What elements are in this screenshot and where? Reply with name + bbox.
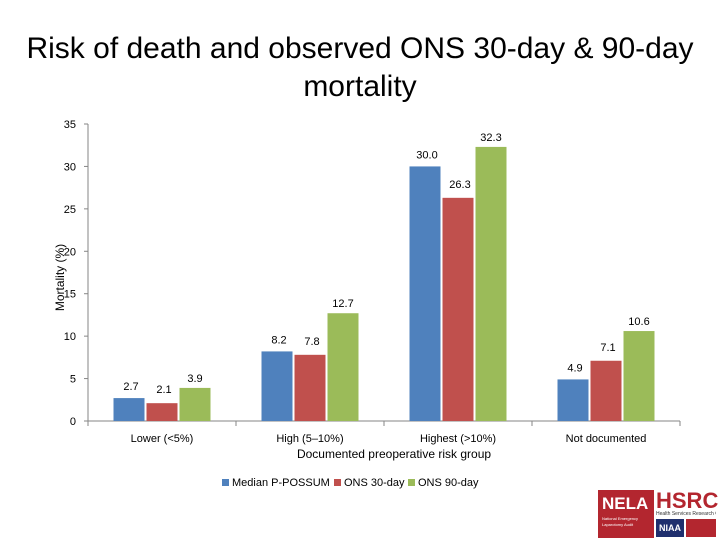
y-tick-label: 25 bbox=[64, 204, 76, 216]
data-label: 7.1 bbox=[600, 342, 615, 354]
hsrc-logo-subtext: Health Services Research Centre bbox=[656, 511, 716, 517]
y-tick-label: 5 bbox=[70, 374, 76, 386]
hsrc-logo-text: HSRC bbox=[656, 488, 719, 513]
legend-label-1: ONS 30-day bbox=[344, 477, 405, 489]
y-tick-label: 15 bbox=[64, 289, 76, 301]
logos: NELA National Emergency Laparotomy Audit… bbox=[598, 488, 720, 540]
y-tick-label: 30 bbox=[64, 161, 76, 173]
legend-label-0: Median P-POSSUM bbox=[232, 477, 330, 489]
niaa-logo: NIAA bbox=[656, 519, 684, 537]
y-tick-label: 20 bbox=[64, 246, 76, 258]
bar-2-0 bbox=[179, 387, 211, 421]
bar-2-1 bbox=[327, 313, 359, 421]
y-axis-title: Mortality (%) bbox=[53, 244, 67, 311]
data-label: 8.2 bbox=[271, 334, 286, 346]
data-label: 2.1 bbox=[156, 384, 171, 396]
data-label: 26.3 bbox=[449, 179, 470, 191]
bar-1-2 bbox=[442, 197, 474, 421]
data-label: 30.0 bbox=[416, 149, 437, 161]
data-label: 2.7 bbox=[123, 381, 138, 393]
x-tick-label: Highest (>10%) bbox=[420, 433, 496, 445]
y-tick-label: 35 bbox=[64, 119, 76, 131]
bar-1-1 bbox=[294, 354, 326, 421]
data-label: 32.3 bbox=[480, 132, 501, 144]
data-label: 3.9 bbox=[187, 373, 202, 385]
legend-swatch-0 bbox=[222, 479, 229, 486]
hsrc-logo: HSRC Health Services Research Centre NIA… bbox=[656, 488, 719, 538]
hsrc-badge bbox=[686, 519, 716, 537]
data-label: 12.7 bbox=[332, 298, 353, 310]
bar-1-3 bbox=[590, 360, 622, 421]
bar-2-2 bbox=[475, 146, 507, 421]
x-tick-label: Lower (<5%) bbox=[131, 433, 194, 445]
data-label: 10.6 bbox=[628, 316, 649, 328]
bar-0-2 bbox=[409, 166, 441, 421]
x-tick-label: Not documented bbox=[566, 433, 647, 445]
bar-0-1 bbox=[261, 351, 293, 421]
nela-logo: NELA National Emergency Laparotomy Audit bbox=[598, 490, 654, 538]
bar-0-3 bbox=[557, 379, 589, 421]
legend-swatch-2 bbox=[408, 479, 415, 486]
y-tick-label: 0 bbox=[70, 416, 76, 428]
data-label: 4.9 bbox=[567, 362, 582, 374]
data-label: 7.8 bbox=[304, 336, 319, 348]
nela-logo-text: NELA bbox=[602, 494, 649, 513]
x-tick-label: High (5–10%) bbox=[276, 433, 343, 445]
x-axis-title: Documented preoperative risk group bbox=[297, 447, 491, 461]
nela-logo-subtext: National Emergency Laparotomy Audit bbox=[602, 516, 639, 527]
chart-title: Risk of death and observed ONS 30-day & … bbox=[26, 32, 694, 103]
bar-2-3 bbox=[623, 331, 655, 421]
legend-label-2: ONS 90-day bbox=[418, 477, 479, 489]
y-tick-label: 10 bbox=[64, 331, 76, 343]
legend-swatch-1 bbox=[334, 479, 341, 486]
bar-1-0 bbox=[146, 403, 178, 421]
bar-0-0 bbox=[113, 398, 145, 421]
